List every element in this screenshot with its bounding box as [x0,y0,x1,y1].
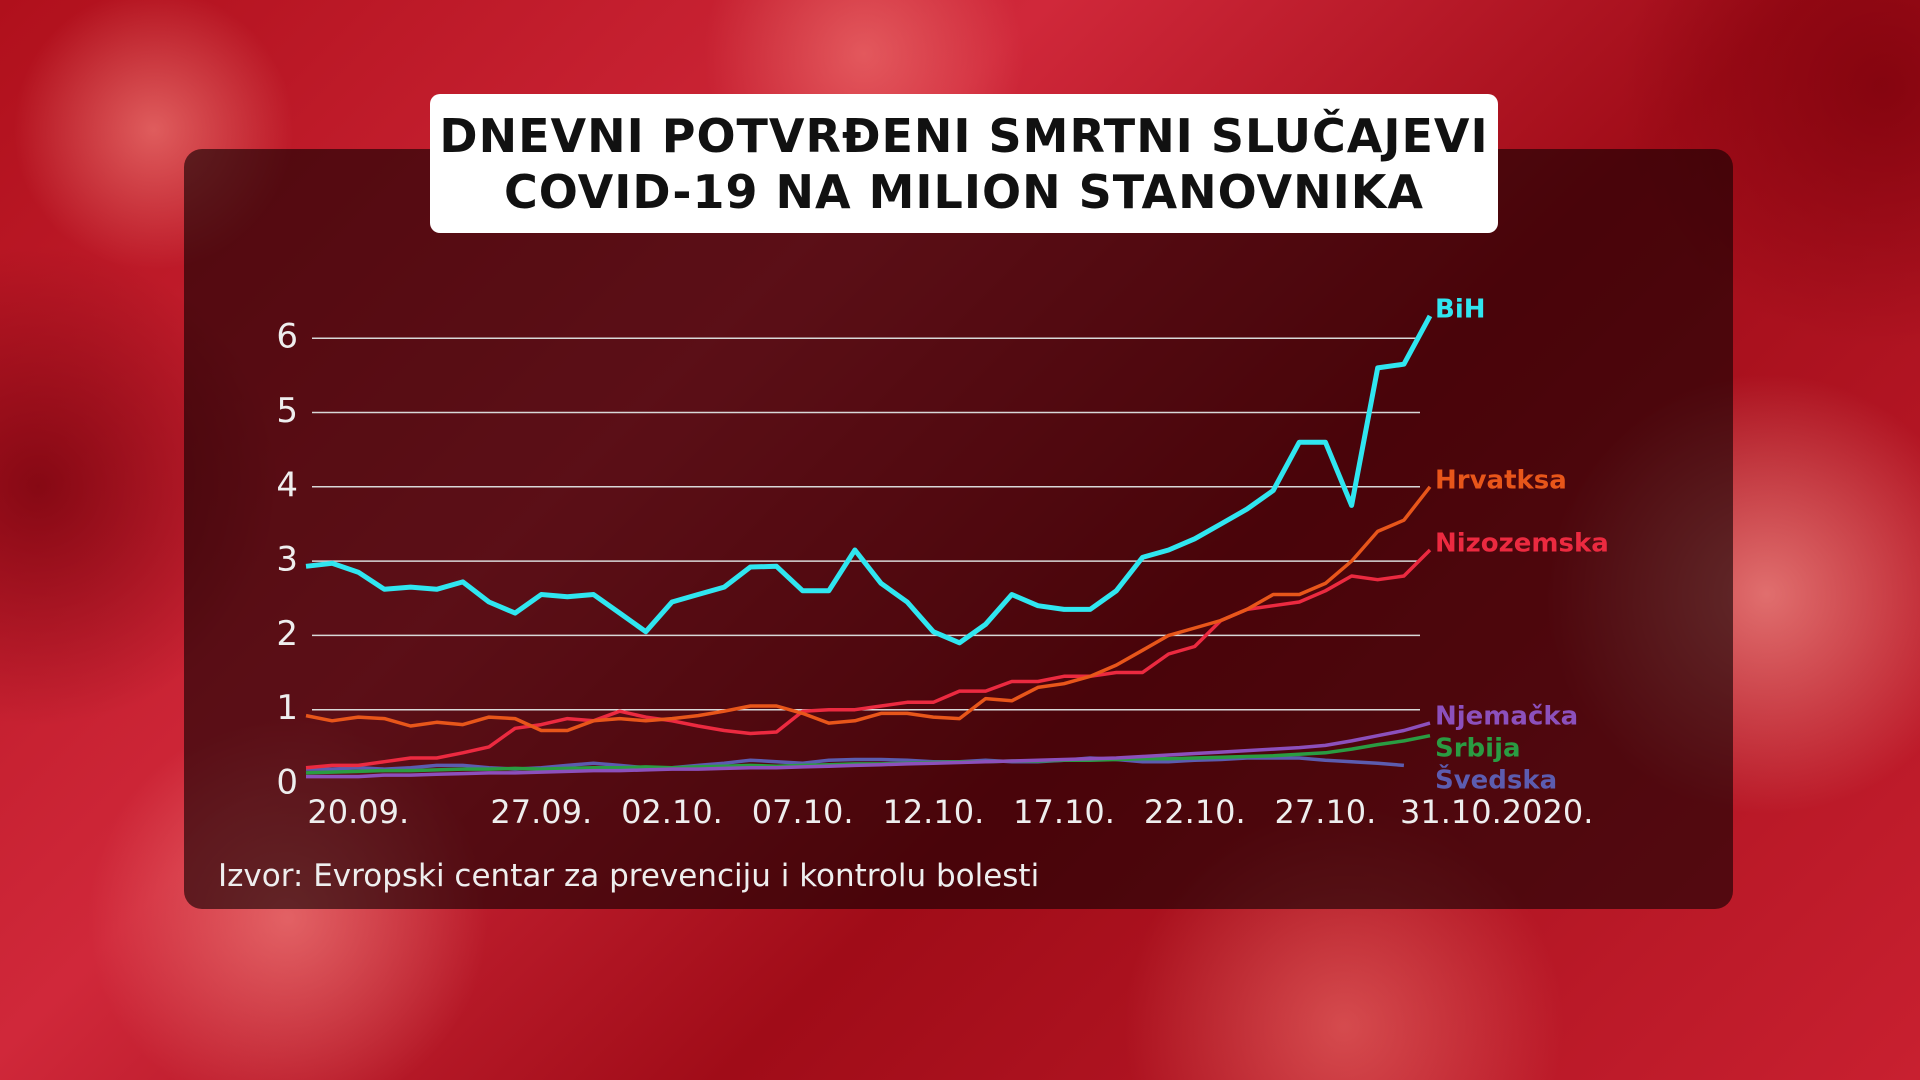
y-tick-label: 1 [276,688,298,728]
series-line [305,548,1432,770]
title-box: DNEVNI POTVRĐENI SMRTNI SLUČAJEVI COVID-… [430,94,1498,233]
y-tick-label: 5 [276,391,298,431]
x-tick-label: 22.10. [1144,793,1246,831]
y-tick-label: 6 [276,317,298,357]
chart-title: DNEVNI POTVRĐENI SMRTNI SLUČAJEVI [439,108,1489,163]
chart-panel [184,149,1733,909]
series-line [306,721,1431,779]
x-tick-label: 07.10. [752,793,854,831]
x-tick-label: 20.09. [307,793,409,831]
legend-label: Nizozemska [1435,528,1609,558]
x-tick-label: 17.10. [1013,793,1115,831]
x-tick-label: 27.09. [490,793,592,831]
legend-label: Švedska [1435,764,1557,796]
source-note: Izvor: Evropski centar za prevenciju i k… [218,858,1040,894]
legend-label: Srbija [1435,734,1521,764]
series-line [305,314,1433,646]
legend-label: Njemačka [1435,702,1578,732]
y-tick-label: 0 [276,763,298,803]
x-tick-label: 02.10. [621,793,723,831]
x-tick-label: 12.10. [882,793,984,831]
x-tick-label: 27.10. [1275,793,1377,831]
x-tick-label: 31.10.2020. [1400,793,1593,831]
legend-label: Hrvatksa [1435,465,1567,495]
y-tick-label: 2 [276,614,298,654]
legend-label: BiH [1435,294,1486,324]
series-line [305,485,1432,733]
y-tick-label: 3 [276,540,298,580]
y-tick-label: 4 [276,465,298,505]
chart-title: COVID-19 NA MILION STANOVNIKA [504,164,1424,219]
